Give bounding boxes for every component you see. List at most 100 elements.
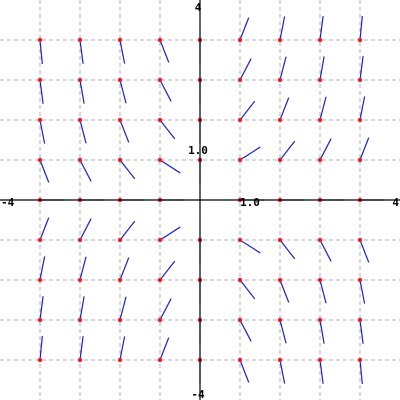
- sample-point: [38, 238, 42, 242]
- sample-point: [238, 158, 242, 162]
- slope-segment: [320, 280, 326, 303]
- sample-point: [78, 158, 82, 162]
- sample-point: [118, 158, 122, 162]
- y-tick-label: 1.0: [188, 144, 208, 157]
- sample-point: [318, 318, 322, 322]
- slope-segment: [320, 97, 326, 120]
- slope-segment: [240, 59, 251, 80]
- sample-point: [278, 358, 282, 362]
- sample-point: [318, 118, 322, 122]
- sample-point: [278, 158, 282, 162]
- sample-point: [158, 278, 162, 282]
- sample-point: [358, 158, 362, 162]
- sample-point: [38, 78, 42, 82]
- sample-point: [358, 318, 362, 322]
- sample-point: [158, 238, 162, 242]
- slope-segment: [80, 257, 86, 280]
- slope-segment: [240, 240, 260, 253]
- slope-segment: [280, 141, 295, 160]
- slope-segment: [160, 80, 171, 101]
- sample-point: [238, 278, 242, 282]
- sample-point: [38, 158, 42, 162]
- sample-point: [158, 358, 162, 362]
- sample-point: [118, 238, 122, 242]
- slope-segment: [40, 160, 49, 182]
- sample-point: [358, 78, 362, 82]
- slope-segment: [160, 261, 175, 280]
- sample-point: [278, 238, 282, 242]
- x-tick-label: 1.0: [240, 196, 260, 209]
- sample-point: [38, 318, 42, 322]
- sample-point: [358, 118, 362, 122]
- slope-segment: [80, 219, 91, 240]
- sample-point: [118, 278, 122, 282]
- sample-point: [238, 118, 242, 122]
- x-tick-label: 4: [392, 196, 399, 209]
- sample-point: [278, 78, 282, 82]
- slope-segment: [120, 80, 126, 103]
- sample-point: [318, 278, 322, 282]
- sample-point: [238, 78, 242, 82]
- slope-segment: [240, 147, 260, 160]
- sample-point: [158, 38, 162, 42]
- slope-segment: [280, 240, 295, 259]
- sample-point: [278, 38, 282, 42]
- sample-point: [78, 118, 82, 122]
- slope-segment: [160, 40, 169, 62]
- sample-point: [318, 358, 322, 362]
- slope-segment: [120, 221, 135, 240]
- slope-segment: [280, 16, 285, 40]
- sample-point: [278, 318, 282, 322]
- slope-segment: [240, 320, 251, 341]
- sample-point: [78, 238, 82, 242]
- sample-point: [318, 158, 322, 162]
- sample-point: [158, 318, 162, 322]
- slope-segment: [280, 320, 286, 343]
- sample-point: [118, 358, 122, 362]
- slope-segment: [120, 297, 126, 320]
- sample-point: [78, 278, 82, 282]
- sample-point: [38, 38, 42, 42]
- sample-point: [118, 78, 122, 82]
- sample-point: [358, 358, 362, 362]
- sample-point: [38, 278, 42, 282]
- slope-segment: [280, 57, 286, 80]
- sample-point: [238, 38, 242, 42]
- slope-segment: [240, 101, 255, 120]
- sample-point: [358, 38, 362, 42]
- slope-segment: [160, 120, 175, 139]
- slope-segment: [120, 40, 125, 64]
- slope-segment: [40, 256, 45, 280]
- slope-segment: [160, 299, 171, 320]
- sample-point: [78, 358, 82, 362]
- slope-segment: [280, 360, 285, 384]
- sample-point: [78, 38, 82, 42]
- sample-point: [278, 278, 282, 282]
- slope-segment: [80, 80, 84, 104]
- slope-segment: [320, 240, 331, 261]
- slope-segment: [280, 280, 289, 302]
- slope-segment: [40, 120, 45, 144]
- slope-segment: [120, 258, 129, 280]
- slope-segment: [80, 160, 91, 181]
- slope-segment: [320, 320, 324, 344]
- sample-point: [358, 238, 362, 242]
- slope-segment: [120, 120, 129, 142]
- sample-point: [318, 78, 322, 82]
- sample-point: [318, 38, 322, 42]
- sample-point: [78, 78, 82, 82]
- sample-point: [118, 318, 122, 322]
- slope-segment: [240, 280, 255, 299]
- sample-point: [38, 358, 42, 362]
- slope-segment: [360, 280, 365, 304]
- sample-point: [158, 118, 162, 122]
- slope-segment: [120, 160, 135, 179]
- slope-segment: [280, 98, 289, 120]
- sample-point: [278, 118, 282, 122]
- y-tick-label: -4: [191, 388, 205, 400]
- sample-point: [358, 278, 362, 282]
- y-tick-label: 4: [195, 1, 202, 14]
- slope-segment: [160, 160, 180, 173]
